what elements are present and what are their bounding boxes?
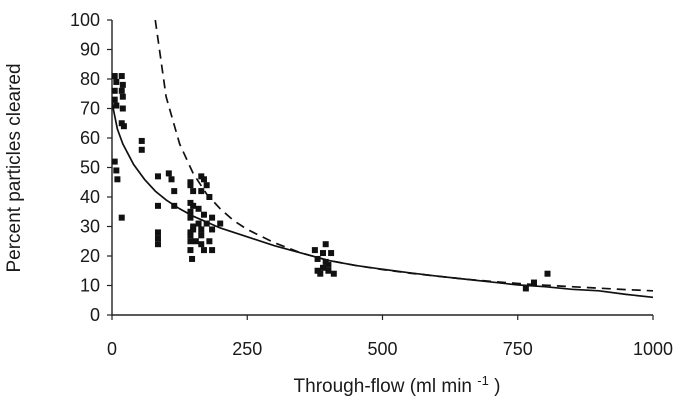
scatter-point <box>111 96 118 103</box>
x-tick-label: 1000 <box>633 339 673 359</box>
scatter-point <box>217 220 224 227</box>
scatter-point <box>319 250 326 257</box>
scatter-point <box>138 146 145 153</box>
scatter-point <box>522 285 529 292</box>
scatter-point <box>317 270 324 277</box>
y-tick-label: 60 <box>80 128 100 148</box>
scatter-point <box>113 78 120 85</box>
scatter-point <box>192 238 199 245</box>
scatter-point <box>319 264 326 271</box>
scatter-point <box>530 279 537 286</box>
scatter-point <box>168 176 175 183</box>
x-tick-label: 500 <box>367 339 397 359</box>
y-tick-label: 40 <box>80 187 100 207</box>
scatter-point <box>203 182 210 189</box>
scatter-point <box>118 87 125 94</box>
scatter-point <box>154 173 161 180</box>
x-axis-title-main: Through-flow (ml min <box>294 376 472 397</box>
x-tick-label: 0 <box>107 339 117 359</box>
scatter-point <box>171 188 178 195</box>
scatter-point <box>198 241 205 248</box>
scatter-point <box>206 238 213 245</box>
scatter-point <box>114 176 121 183</box>
scatter-point <box>314 255 321 262</box>
y-tick-label: 30 <box>80 217 100 237</box>
scatter-point <box>325 261 332 268</box>
scatter-point <box>195 220 202 227</box>
scatter-point <box>187 182 194 189</box>
scatter-point <box>206 194 213 200</box>
x-tick-label: 250 <box>232 339 262 359</box>
scatter-point <box>187 208 194 215</box>
scatter-point <box>119 81 126 88</box>
y-tick-label: 70 <box>80 99 100 119</box>
x-tick-label: 750 <box>503 339 533 359</box>
scatter-point <box>200 211 207 218</box>
scatter-point <box>111 87 118 94</box>
scatter-point <box>200 176 207 183</box>
scatter-point <box>187 247 194 254</box>
y-tick-label: 90 <box>80 40 100 60</box>
scatter-point <box>190 188 197 195</box>
scatter-point <box>165 170 172 177</box>
scatter-point <box>187 238 194 245</box>
y-tick-label: 20 <box>80 246 100 266</box>
y-tick-label: 80 <box>80 69 100 89</box>
scatter-point <box>189 255 196 262</box>
scatter-point <box>111 73 118 80</box>
y-tick-label: 0 <box>90 305 100 325</box>
scatter-point <box>330 270 337 277</box>
scatter-point <box>322 241 329 248</box>
scatter-point <box>113 167 120 174</box>
scatter-point <box>209 214 216 221</box>
scatter-point <box>154 229 161 236</box>
scatter-point <box>209 247 216 254</box>
x-axis-title-suffix: ) <box>494 376 500 397</box>
scatter-point <box>198 226 205 233</box>
solid-fit-line <box>112 102 653 299</box>
y-tick-label: 100 <box>70 10 100 30</box>
y-axis-title: Percent particles cleared <box>4 63 25 272</box>
scatter-point <box>111 158 118 165</box>
scatter-point <box>198 232 205 239</box>
scatter-point <box>118 214 125 221</box>
scatter-point <box>113 102 120 109</box>
scatter-point <box>203 220 210 227</box>
scatter-point <box>187 214 194 221</box>
y-tick-label: 50 <box>80 158 100 178</box>
scatter-point <box>328 250 335 257</box>
scatter-point <box>171 202 178 209</box>
scatter-point <box>195 205 202 212</box>
scatter-point <box>154 202 161 209</box>
scatter-point <box>154 235 161 242</box>
scatter-point <box>200 247 207 254</box>
scatter-point <box>190 202 197 209</box>
x-axis-title-exponent: -1 <box>477 373 489 388</box>
scatter-point <box>138 137 145 144</box>
scatter-point <box>120 123 127 130</box>
scatter-point <box>311 247 318 254</box>
scatter-point <box>325 267 332 274</box>
scatter-point <box>154 241 161 248</box>
scatter-point <box>209 226 216 233</box>
y-tick-label: 10 <box>80 276 100 296</box>
scatter-point <box>544 270 551 277</box>
scatter-point <box>119 105 126 112</box>
scatter-point <box>198 188 205 195</box>
scatter-point <box>187 232 194 239</box>
scatter-point <box>118 73 125 80</box>
scatter-point <box>119 93 126 100</box>
x-axis-title: Through-flow (ml min -1 ) <box>294 369 501 397</box>
